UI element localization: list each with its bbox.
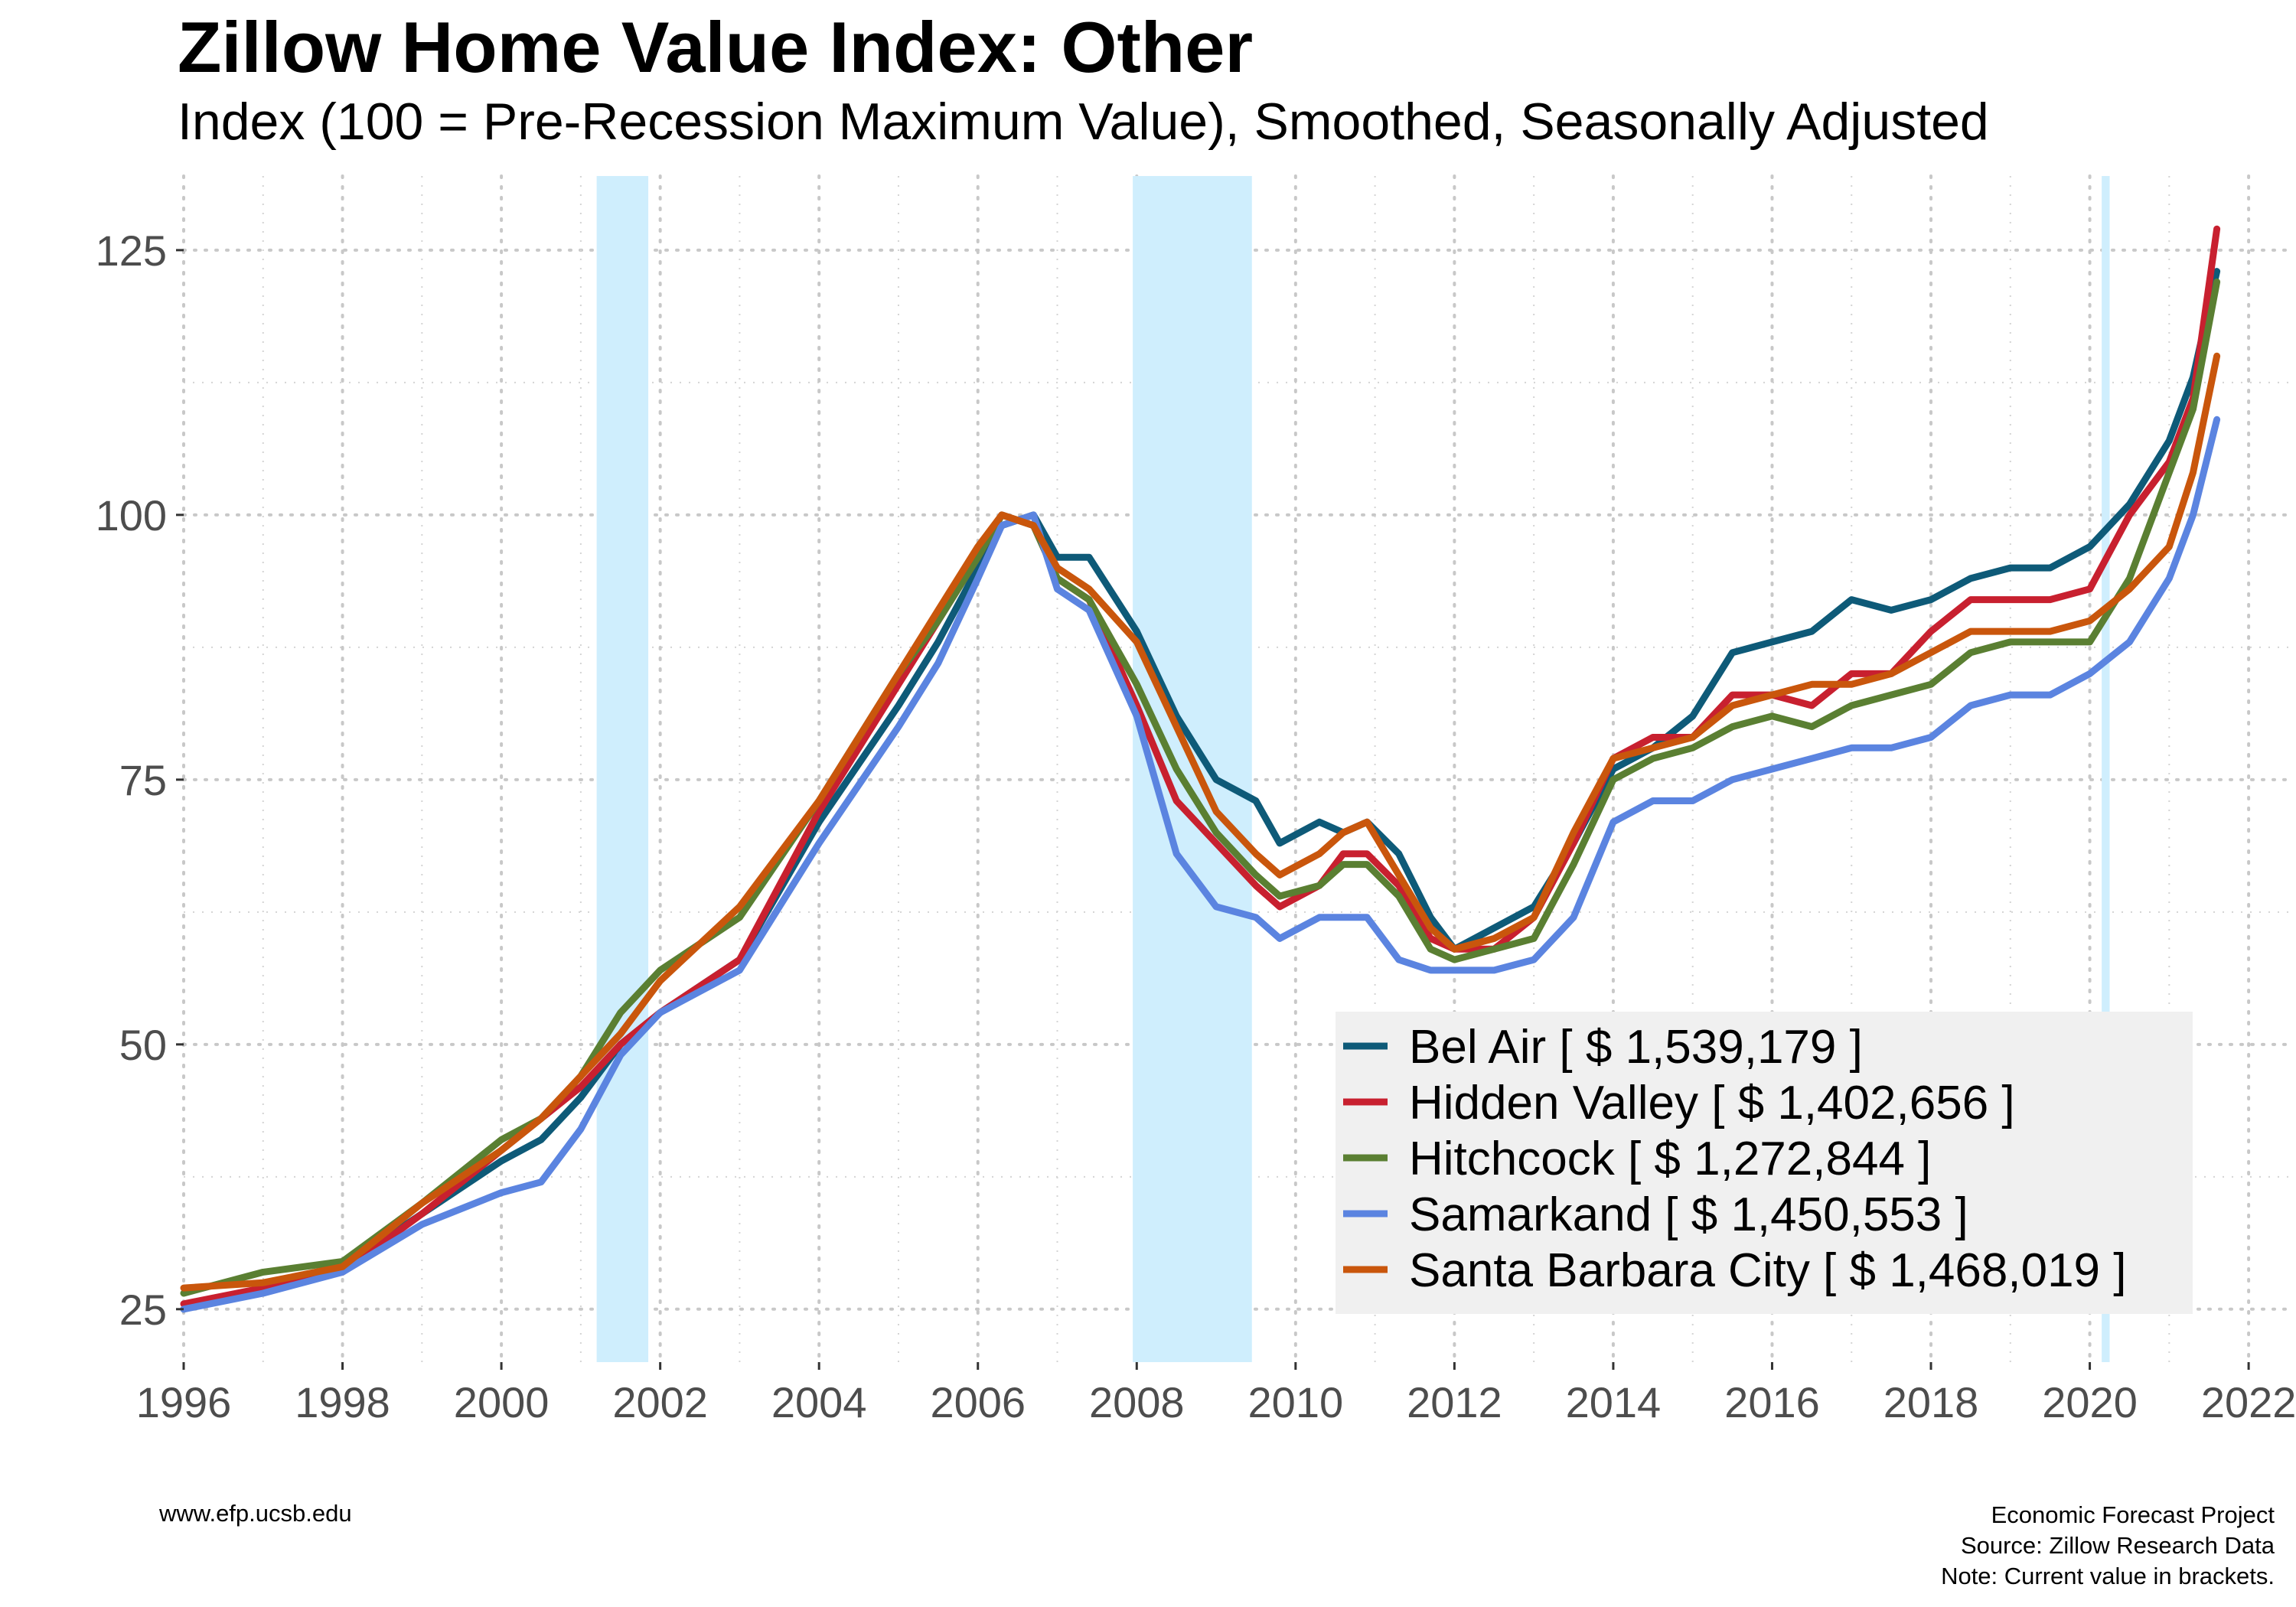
legend-background — [1336, 1012, 2193, 1314]
x-tick-label: 2022 — [2201, 1378, 2296, 1426]
x-tick-label: 2014 — [1566, 1378, 1662, 1426]
series-line — [180, 278, 2221, 1297]
legend-entry: Hidden Valley [ $ 1,402,656 ] — [1409, 1077, 2015, 1129]
y-tick-label: 125 — [96, 227, 167, 275]
legend-entry: Santa Barbara City [ $ 1,468,019 ] — [1409, 1244, 2126, 1297]
x-tick-label: 2002 — [612, 1378, 708, 1426]
legend-entry: Samarkand [ $ 1,450,553 ] — [1409, 1188, 1968, 1241]
x-tick-label: 1996 — [136, 1378, 232, 1426]
x-tick-label: 2008 — [1089, 1378, 1185, 1426]
axes: 25 50 75 100 125 1996 1998 2000 2002 2004 2006 2008… — [96, 227, 2296, 1426]
y-tick-label: 25 — [119, 1286, 167, 1334]
footer-website: www.efp.ucsb.edu — [159, 1500, 352, 1527]
recession-band — [596, 176, 649, 1362]
legend-entry: Hitchcock [ $ 1,272,844 ] — [1409, 1133, 1931, 1185]
x-tick-label: 2006 — [930, 1378, 1026, 1426]
chart-title: Zillow Home Value Index: Other — [178, 7, 1254, 87]
legend-entry: Bel Air [ $ 1,539,179 ] — [1409, 1021, 1863, 1074]
footer-note-line: Source: Zillow Research Data — [1960, 1532, 2275, 1559]
footer-note-line: Note: Current value in brackets. — [1941, 1563, 2275, 1589]
x-tick-label: 2020 — [2042, 1378, 2138, 1426]
x-tick-label: 2010 — [1248, 1378, 1344, 1426]
series-lines — [180, 225, 2221, 1313]
series-line — [180, 416, 2221, 1313]
x-tick-label: 2000 — [454, 1378, 550, 1426]
legend: Bel Air [ $ 1,539,179 ]Hidden Valley [ $… — [1343, 1021, 2126, 1297]
y-tick-label: 100 — [96, 491, 167, 539]
footer-notes: Economic Forecast Project Source: Zillow… — [1941, 1500, 2275, 1592]
recession-bands — [596, 176, 2110, 1362]
x-tick-label: 2016 — [1724, 1378, 1820, 1426]
chart-subtitle: Index (100 = Pre-Recession Maximum Value… — [178, 93, 1989, 151]
line-chart: Bel Air [ $ 1,539,179 ]Hidden Valley [ $… — [96, 174, 2296, 1426]
recession-band — [2102, 176, 2110, 1362]
series-line — [180, 352, 2221, 1292]
x-tick-label: 2012 — [1407, 1378, 1502, 1426]
y-tick-label: 50 — [119, 1021, 167, 1069]
y-tick-label: 75 — [119, 756, 167, 804]
x-tick-label: 1998 — [295, 1378, 390, 1426]
footer-note-line: Economic Forecast Project — [1991, 1501, 2275, 1528]
x-tick-label: 2004 — [771, 1378, 867, 1426]
x-tick-label: 2018 — [1883, 1378, 1979, 1426]
